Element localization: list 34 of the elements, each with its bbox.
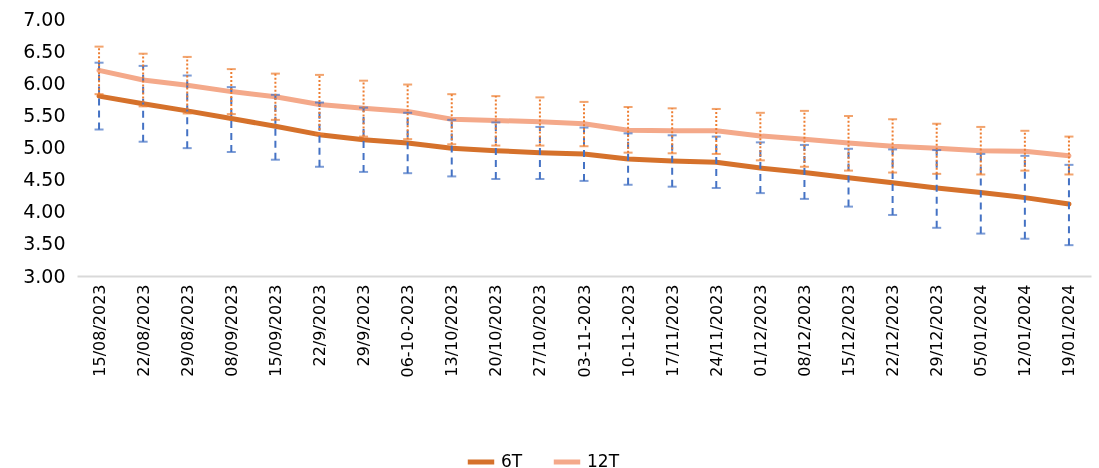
x-tick-label: 15/08/2023 bbox=[89, 284, 109, 377]
x-tick-label: 08/09/2023 bbox=[221, 284, 241, 377]
legend-label: 12T bbox=[587, 451, 620, 468]
x-tick-label: 05/01/2024 bbox=[971, 284, 991, 377]
x-tick-label: 24/11/2023 bbox=[706, 284, 726, 377]
x-tick-label: 08/12/2023 bbox=[794, 284, 814, 377]
x-tick-label: 03-11-2023 bbox=[574, 284, 594, 378]
x-tick-label: 01/12/2023 bbox=[750, 284, 770, 377]
y-tick-label: 3.00 bbox=[23, 264, 66, 287]
x-tick-label: 15/09/2023 bbox=[265, 284, 285, 377]
y-tick-label: 6.00 bbox=[23, 71, 66, 94]
y-tick-label: 7.00 bbox=[23, 7, 66, 30]
x-tick-label: 20/10/2023 bbox=[486, 284, 506, 377]
x-tick-label: 29/08/2023 bbox=[177, 284, 197, 377]
x-tick-label: 22/12/2023 bbox=[883, 284, 903, 377]
x-tick-label: 13/10/2023 bbox=[442, 284, 462, 377]
y-tick-label: 5.00 bbox=[23, 136, 66, 158]
x-tick-label: 29/12/2023 bbox=[927, 284, 947, 377]
x-tick-label: 06-10-2023 bbox=[398, 284, 418, 378]
y-tick-label: 6.50 bbox=[23, 39, 66, 62]
legend-label: 6T bbox=[501, 451, 523, 468]
x-tick-label: 27/10/2023 bbox=[530, 284, 550, 377]
x-tick-label: 22/9/2023 bbox=[309, 284, 329, 367]
x-tick-label: 12/01/2024 bbox=[1015, 284, 1035, 377]
x-tick-label: 29/9/2023 bbox=[354, 284, 374, 367]
y-tick-label: 4.50 bbox=[23, 168, 66, 191]
y-tick-label: 4.00 bbox=[23, 200, 66, 223]
x-tick-label: 22/08/2023 bbox=[133, 284, 153, 377]
x-tick-label: 15/12/2023 bbox=[839, 284, 859, 377]
x-tick-label: 17/11/2023 bbox=[662, 284, 682, 377]
x-tick-label: 19/01/2024 bbox=[1059, 284, 1079, 377]
x-tick-label: 10-11-2023 bbox=[618, 284, 638, 378]
y-tick-label: 5.50 bbox=[23, 103, 66, 126]
y-tick-label: 3.50 bbox=[23, 232, 66, 255]
